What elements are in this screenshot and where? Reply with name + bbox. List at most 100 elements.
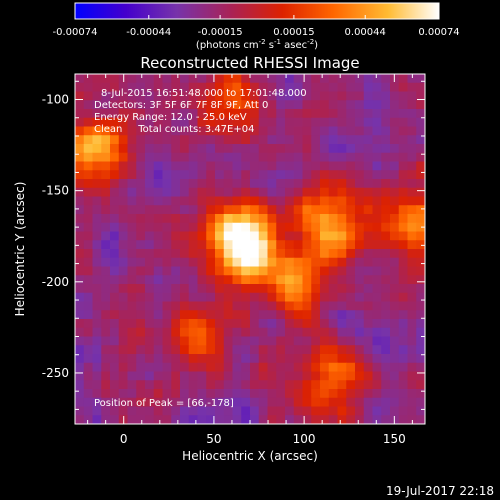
heatmap-cell [75,231,85,241]
heatmap-cell [285,380,295,390]
heatmap-cell [346,240,356,250]
heatmap-cell [407,310,417,320]
heatmap-cell [398,327,409,338]
colorbar-tick-label: 0.00044 [345,27,386,38]
heatmap-cell [162,319,172,329]
heatmap-cell [363,205,374,215]
heatmap-cell [320,336,330,346]
heatmap-cell [381,240,391,250]
heatmap-cell [276,144,286,154]
heatmap-cell [328,362,339,373]
heatmap-cell [83,179,94,189]
heatmap-cell [127,319,137,329]
heatmap-cell [328,100,339,110]
heatmap-cell [311,179,321,189]
x-tick-label: 100 [293,432,316,446]
heatmap-cell [320,354,330,364]
heatmap-cell [83,205,94,215]
heatmap-cell [83,74,94,84]
heatmap-cell [372,327,382,338]
heatmap-cell [101,397,111,408]
heatmap-cell [346,222,356,233]
heatmap-cell [75,152,85,163]
heatmap-cell [153,231,164,241]
heatmap-cell [302,266,312,276]
heatmap-cell [223,100,234,110]
heatmap-cell [101,275,111,285]
heatmap-cell [302,284,312,294]
heatmap-cell [302,371,312,381]
heatmap-cell [110,144,120,154]
colorbar-tick-label: -0.00074 [53,27,98,38]
heatmap-cell [83,170,94,180]
heatmap-cell [136,327,146,338]
heatmap-cell [276,117,286,128]
heatmap-cell [293,117,304,128]
heatmap-cell [145,82,155,93]
heatmap-cell [162,231,172,241]
heatmap-cell [337,354,347,364]
heatmap-cell [215,406,225,416]
heatmap-cell [276,292,286,303]
heatmap-cell [206,292,216,303]
heatmap-cell [110,135,120,145]
heatmap-cell [232,196,242,206]
heatmap-cell [372,74,382,84]
heatmap-cell [372,144,382,154]
heatmap-cell [188,231,199,241]
heatmap-cell [346,266,356,276]
heatmap-cell [206,240,216,250]
heatmap-cell [153,275,164,285]
heatmap-cell [118,284,129,294]
heatmap-cell [92,74,102,84]
heatmap-cell [171,214,181,224]
heatmap-cell [407,301,417,311]
heatmap-cell [241,126,251,136]
heatmap-cell [267,91,277,101]
heatmap-cell [346,389,356,399]
heatmap-cell [110,74,120,84]
heatmap-cell [285,257,295,268]
heatmap-cell [180,345,190,355]
heatmap-cell [145,336,155,346]
heatmap-cell [215,205,225,215]
heatmap-cell [337,275,347,285]
heatmap-cell [302,152,312,163]
heatmap-cell [250,179,260,189]
heatmap-cell [241,406,251,416]
heatmap-cell [197,126,207,136]
heatmap-cell [398,82,409,93]
heatmap-cell [180,354,190,364]
heatmap-cell [302,135,312,145]
x-tick-label: 0 [120,432,128,446]
heatmap-cell [118,187,129,198]
heatmap-cell [110,380,120,390]
heatmap-cell [285,240,295,250]
heatmap-cell [328,284,339,294]
heatmap-cell [390,196,400,206]
heatmap-cell [223,231,234,241]
heatmap-cell [293,415,304,424]
heatmap-cell [75,126,85,136]
x-tick-label: 150 [383,432,406,446]
heatmap-cell [293,91,304,101]
heatmap-cell [188,100,199,110]
heatmap-cell [398,249,409,259]
heatmap-cell [215,117,225,128]
heatmap-cell [136,117,146,128]
heatmap-cell [407,187,417,198]
heatmap-cell [355,292,365,303]
heatmap-cell [302,231,312,241]
heatmap-cell [153,91,164,101]
heatmap-cell [355,301,365,311]
heatmap-cell [250,109,260,119]
heatmap-cell [153,161,164,171]
heatmap-cell [223,74,234,84]
heatmap-cell [285,345,295,355]
heatmap-cell [215,292,225,303]
heatmap-cell [276,205,286,215]
heatmap-cell [276,310,286,320]
heatmap-cell [223,257,234,268]
heatmap-cell [258,257,269,268]
heatmap-cell [250,319,260,329]
